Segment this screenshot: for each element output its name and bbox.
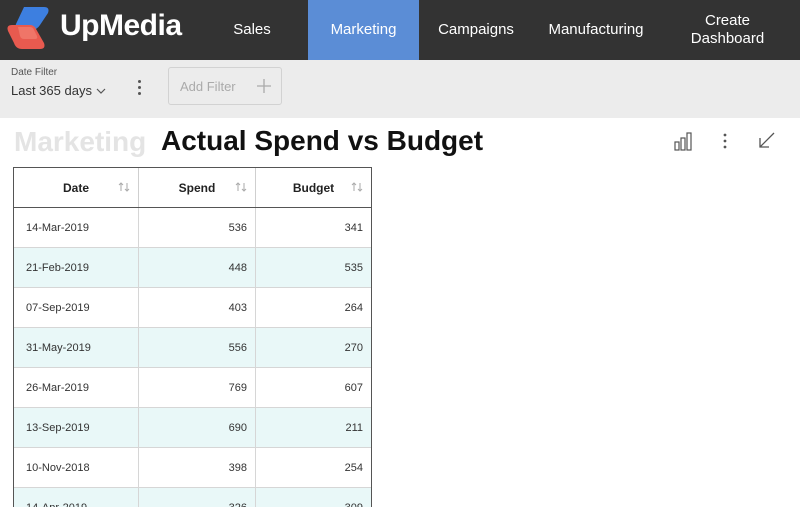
data-grid: Date Spend Budget 14-Mar-2019 536 341 21…: [13, 167, 372, 507]
collapse-widget-icon[interactable]: [756, 130, 778, 152]
sort-icon[interactable]: [118, 181, 130, 193]
nav-tab-sales[interactable]: Sales: [233, 21, 271, 38]
table-row[interactable]: 31-May-2019 556 270: [14, 328, 371, 368]
sort-icon[interactable]: [351, 181, 363, 193]
column-header-label: Spend: [178, 180, 216, 195]
column-header-spend[interactable]: Spend: [139, 168, 256, 207]
cell-budget: 341: [344, 222, 363, 234]
filter-more-icon[interactable]: [133, 77, 145, 97]
cell-spend: 556: [139, 328, 256, 368]
chevron-down-icon: [96, 88, 106, 94]
upmedia-logo-icon: [7, 7, 49, 49]
table-row[interactable]: 10-Nov-2018 398 254: [14, 448, 371, 488]
column-header-date[interactable]: Date: [14, 168, 139, 207]
widget-title: Actual Spend vs Budget: [161, 125, 484, 156]
cell-spend: 398: [139, 448, 256, 488]
cell-budget: 211: [345, 422, 363, 434]
table-row[interactable]: 14-Mar-2019 536 341: [14, 208, 371, 248]
cell-budget: 309: [256, 488, 371, 507]
grid-header: Date Spend Budget: [14, 168, 371, 208]
cell-budget: 607: [344, 382, 363, 394]
cell-date: 31-May-2019: [14, 328, 139, 368]
cell-spend: 769: [139, 368, 256, 408]
table-row[interactable]: 26-Mar-2019 769 607: [14, 368, 371, 408]
date-filter-value: Last 365 days: [11, 83, 92, 98]
add-filter-label: Add Filter: [180, 78, 236, 94]
top-nav: UpMedia Sales Marketing Campaigns Manufa…: [0, 0, 800, 60]
chart-type-icon[interactable]: [672, 130, 694, 152]
cell-budget: 270: [344, 342, 363, 354]
cell-date: 10-Nov-2018: [14, 448, 139, 488]
cell-date: 21-Feb-2019: [14, 248, 139, 288]
table-row[interactable]: 13-Sep-2019 690 211: [14, 408, 371, 448]
cell-date: 14-Mar-2019: [14, 208, 139, 248]
filter-bar: Date Filter Last 365 days Add Filter: [0, 60, 800, 118]
widget-more-icon[interactable]: [714, 130, 736, 152]
nav-tab-marketing[interactable]: Marketing: [308, 0, 419, 60]
table-row[interactable]: 21-Feb-2019 448 535: [14, 248, 371, 288]
cell-budget: 254: [344, 462, 363, 474]
column-header-label: Budget: [292, 180, 335, 195]
cell-date: 14-Apr-2019: [14, 488, 139, 507]
viewport-bottom-edge: [0, 507, 800, 517]
cell-budget: 535: [344, 262, 363, 274]
date-filter-label: Date Filter: [11, 67, 58, 78]
nav-tab-manufacturing[interactable]: Manufacturing: [548, 21, 644, 38]
date-filter-dropdown[interactable]: Last 365 days: [11, 83, 106, 98]
cell-spend: 690: [139, 408, 256, 448]
add-filter-button[interactable]: Add Filter: [168, 67, 282, 105]
nav-tab-campaigns[interactable]: Campaigns: [438, 21, 514, 38]
table-row[interactable]: 14-Apr-2019 326 309: [14, 488, 371, 507]
cell-date: 07-Sep-2019: [14, 288, 139, 328]
column-header-budget[interactable]: Budget: [256, 168, 371, 207]
cell-date: 13-Sep-2019: [14, 408, 139, 448]
cell-spend: 326: [139, 488, 256, 507]
cell-budget: 264: [344, 302, 363, 314]
cell-spend: 403: [139, 288, 256, 328]
cell-date: 26-Mar-2019: [14, 368, 139, 408]
table-row[interactable]: 07-Sep-2019 403 264: [14, 288, 371, 328]
nav-tab-create-dashboard[interactable]: Create Dashboard: [690, 12, 765, 47]
column-header-label: Date: [62, 180, 89, 195]
brand-name[interactable]: UpMedia: [60, 9, 182, 42]
cell-spend: 448: [139, 248, 256, 288]
cell-spend: 536: [139, 208, 256, 248]
plus-icon: [257, 79, 271, 93]
sort-icon[interactable]: [235, 181, 247, 193]
dashboard-name-ghost: Marketing: [14, 126, 147, 157]
